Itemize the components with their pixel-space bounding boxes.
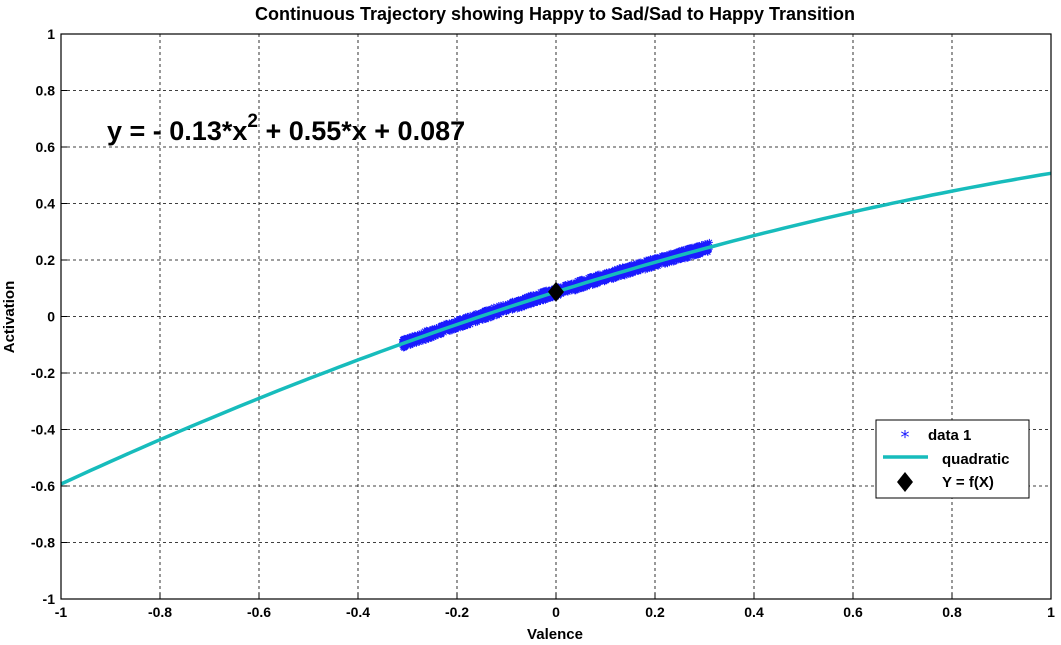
y-tick-labels: 1 0.8 0.6 0.4 0.2 0 -0.2 -0.4 -0.6 -0.8 -1: [31, 26, 55, 607]
y-tick-label: 0.6: [36, 139, 56, 155]
plot-frame: [60, 33, 1052, 600]
x-tick-label: 0: [552, 604, 560, 620]
x-tick-label: 1: [1047, 604, 1055, 620]
x-tick-label: 0.6: [843, 604, 863, 620]
x-tick-label: -0.4: [346, 604, 370, 620]
legend-asterisk-icon: *: [901, 427, 910, 448]
grid-lines: [60, 33, 1052, 600]
x-tick-labels: -1 -0.8 -0.6 -0.4 -0.2 0 0.2 0.4 0.6 0.8 1: [55, 604, 1055, 620]
y-tick-label: -0.2: [31, 365, 55, 381]
equation-annotation: y = - 0.13*x2 + 0.55*x + 0.087: [107, 111, 465, 146]
legend-label-quadratic: quadratic: [942, 451, 1010, 468]
legend-label-y-fx: Y = f(X): [942, 474, 994, 491]
equation-exponent: 2: [247, 111, 258, 132]
legend-diamond-icon: [897, 472, 913, 492]
y-tick-label: 0: [47, 309, 55, 325]
x-tick-label: -0.2: [445, 604, 469, 620]
x-axis-label: Valence: [527, 626, 583, 643]
x-tick-label: 0.8: [942, 604, 962, 620]
x-tick-label: 0.2: [645, 604, 665, 620]
y-tick-label: 0.2: [36, 252, 56, 268]
x-tick-label: -0.6: [247, 604, 271, 620]
y-axis-label: Activation: [1, 281, 18, 354]
legend: * data 1 quadratic Y = f(X): [875, 419, 1030, 499]
x-tick-label: -0.8: [148, 604, 172, 620]
chart-title: Continuous Trajectory showing Happy to S…: [255, 4, 855, 24]
y-tick-label: 0.4: [36, 196, 56, 212]
y-tick-label: -0.8: [31, 535, 55, 551]
x-tick-label: -1: [55, 604, 68, 620]
y-tick-label: -0.6: [31, 478, 55, 494]
x-tick-label: 0.4: [744, 604, 764, 620]
equation-suffix: + 0.55*x + 0.087: [258, 116, 465, 146]
y-tick-label: 0.8: [36, 83, 56, 99]
y-tick-label: 1: [47, 26, 55, 42]
legend-label-data-1: data 1: [928, 427, 971, 444]
y-tick-label: -1: [43, 591, 56, 607]
y-tick-label: -0.4: [31, 422, 55, 438]
y-fx-diamond-marker: [548, 281, 564, 302]
equation-prefix: y = - 0.13*x: [107, 116, 247, 146]
